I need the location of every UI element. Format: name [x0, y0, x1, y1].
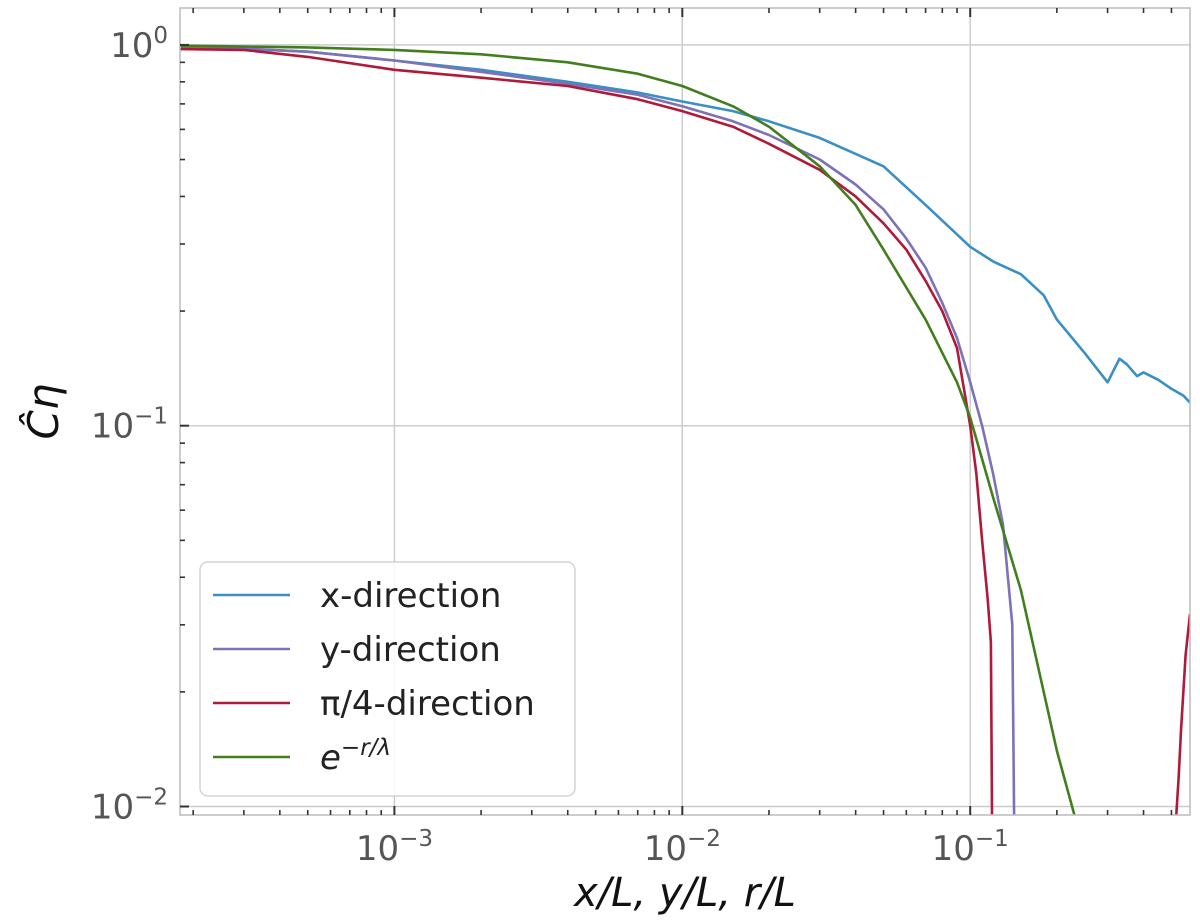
y-axis-label: Ĉη [18, 384, 68, 440]
x-tick-label: 10−3 [356, 826, 433, 869]
y-tick-label: 100 [110, 23, 168, 66]
plot-frame [179, 7, 1191, 816]
series-line-x-direction [180, 46, 1190, 404]
x-tick-label: 10−2 [644, 826, 721, 869]
legend-label: e−r/λ [320, 735, 391, 778]
tick-layer [180, 8, 1173, 815]
series-line--4-direction-tail [1175, 614, 1190, 815]
series-layer [180, 44, 1190, 815]
y-tick-label: 10−2 [91, 785, 168, 828]
label-layer: 10−3 10−2 10−1 10−2 10−1 100 x/L, y/L, r/L Ĉη [18, 23, 1009, 916]
series-line-y-direction [180, 46, 1016, 815]
frame-layer [179, 7, 1191, 816]
y-tick-label: 10−1 [91, 404, 168, 447]
x-tick-label: 10−1 [932, 826, 1009, 869]
legend-label: y-direction [320, 630, 501, 670]
legend: x-direction y-direction π/4-direction e−r/λ [199, 561, 576, 797]
legend-label: x-direction [320, 576, 501, 616]
series-line-e-r- [180, 44, 1076, 815]
legend-box [199, 561, 576, 797]
series-line--4-direction [180, 47, 994, 815]
legend-label: π/4-direction [320, 684, 535, 724]
x-axis-label: x/L, y/L, r/L [572, 870, 796, 916]
